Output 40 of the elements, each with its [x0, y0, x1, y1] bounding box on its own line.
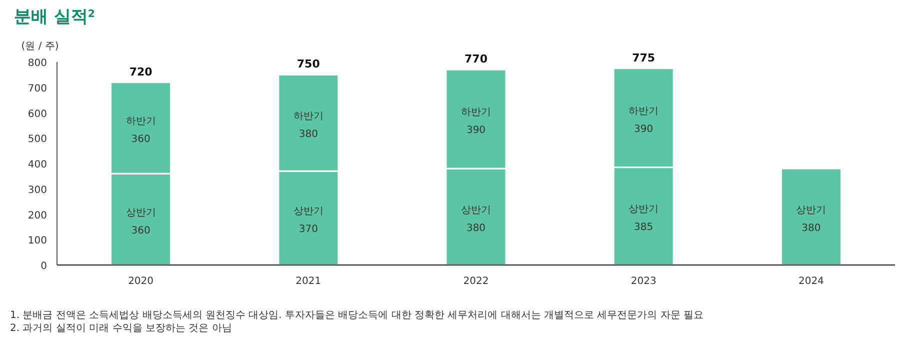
text: 하반기	[628, 106, 659, 117]
y-tick-label: 200	[28, 210, 47, 222]
text: 상반기	[796, 204, 826, 216]
data-label: 380	[466, 222, 486, 234]
text: 2. 과거의 실적이 미래 수익을 보장하는 것은 아님	[10, 323, 232, 334]
text: 하반기	[293, 110, 324, 122]
text: 1. 분배금 전액은 소득세법상 배당소득세의 원천징수 대상임. 투자자들은 배당소득에 대한 정확한 세무처리에 대해서는 개별적으로 세무전문가의 자문 필요	[10, 310, 704, 321]
chart-title: 분배 실적$^{2}$	[14, 7, 96, 27]
y-tick-label: 500	[28, 134, 47, 146]
y-tick-label: 400	[28, 160, 47, 170]
y-tick-label: 800	[28, 58, 47, 69]
text: 상반기	[628, 204, 659, 216]
total-label: 770	[464, 52, 488, 66]
x-tick-label: 2023	[630, 276, 656, 287]
data-label: 380	[802, 222, 821, 234]
total-label: 750	[296, 58, 320, 71]
total-label: 720	[129, 65, 153, 78]
series-label: 하반기	[126, 116, 156, 127]
total-label: 775	[632, 51, 656, 64]
data-label: 390	[634, 124, 654, 135]
y-tick-label: 600	[28, 108, 47, 120]
text: 하반기	[461, 107, 491, 118]
y-axis-title: (원 / 주)	[21, 41, 59, 52]
text: 상반기	[293, 206, 324, 218]
x-tick-label: 2020	[128, 276, 154, 287]
y-tick-label: 700	[28, 83, 47, 94]
data-label: 360	[131, 134, 150, 145]
y-tick-label: 100	[28, 236, 47, 247]
data-label: 385	[634, 222, 654, 234]
x-tick-label: 2024	[798, 276, 824, 287]
y-tick-label: 0	[40, 261, 47, 272]
data-label: 370	[298, 224, 318, 236]
data-label: 360	[131, 225, 150, 236]
data-label: 380	[298, 128, 318, 140]
x-tick-label: 2021	[296, 276, 322, 287]
series-label: 상반기	[126, 207, 156, 218]
data-label: 390	[466, 125, 486, 136]
y-tick-label: 300	[28, 184, 47, 196]
text: 상반기	[461, 204, 491, 216]
x-tick-label: 2022	[463, 276, 489, 287]
